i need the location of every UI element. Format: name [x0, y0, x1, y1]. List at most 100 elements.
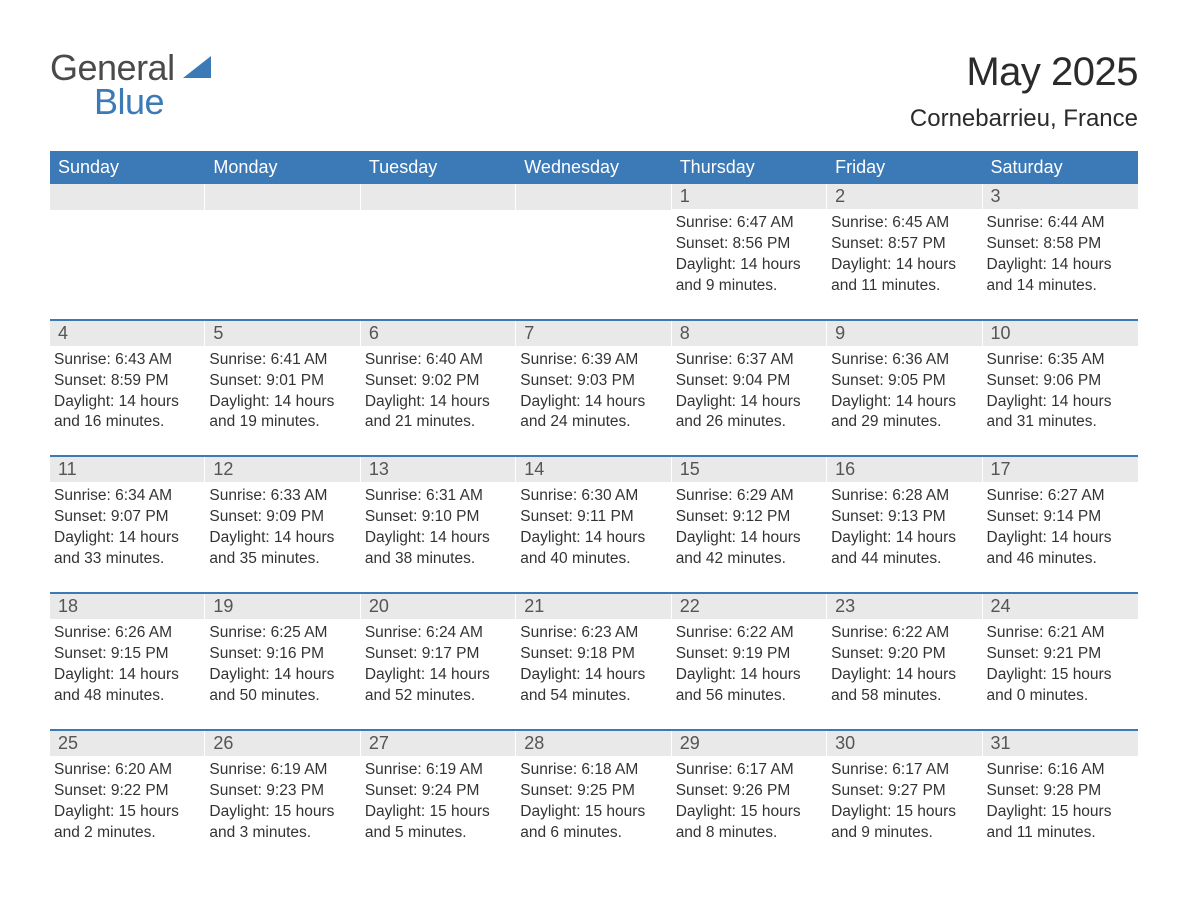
day-number — [50, 184, 205, 210]
day-cell: 27Sunrise: 6:19 AMSunset: 9:24 PMDayligh… — [361, 731, 516, 852]
day-cell — [361, 184, 516, 305]
sunrise-text: Sunrise: 6:19 AM — [209, 760, 354, 781]
dow-wednesday: Wednesday — [516, 151, 671, 184]
day-cell: 20Sunrise: 6:24 AMSunset: 9:17 PMDayligh… — [361, 594, 516, 715]
daylight-text: Daylight: 14 hours and 54 minutes. — [520, 665, 665, 707]
daylight-text: Daylight: 14 hours and 16 minutes. — [54, 392, 199, 434]
day-body: Sunrise: 6:17 AMSunset: 9:26 PMDaylight:… — [672, 756, 827, 844]
daylight-text: Daylight: 14 hours and 40 minutes. — [520, 528, 665, 570]
day-number: 20 — [361, 594, 516, 619]
daylight-text: Daylight: 14 hours and 31 minutes. — [987, 392, 1132, 434]
sunrise-text: Sunrise: 6:37 AM — [676, 350, 821, 371]
daylight-text: Daylight: 15 hours and 3 minutes. — [209, 802, 354, 844]
sunset-text: Sunset: 8:58 PM — [987, 234, 1132, 255]
sunset-text: Sunset: 9:14 PM — [987, 507, 1132, 528]
daylight-text: Daylight: 14 hours and 26 minutes. — [676, 392, 821, 434]
day-number: 16 — [827, 457, 982, 482]
sunrise-text: Sunrise: 6:24 AM — [365, 623, 510, 644]
day-body: Sunrise: 6:24 AMSunset: 9:17 PMDaylight:… — [361, 619, 516, 707]
day-cell: 18Sunrise: 6:26 AMSunset: 9:15 PMDayligh… — [50, 594, 205, 715]
day-cell: 1Sunrise: 6:47 AMSunset: 8:56 PMDaylight… — [672, 184, 827, 305]
day-cell: 16Sunrise: 6:28 AMSunset: 9:13 PMDayligh… — [827, 457, 982, 578]
sunset-text: Sunset: 9:23 PM — [209, 781, 354, 802]
sunrise-text: Sunrise: 6:22 AM — [676, 623, 821, 644]
day-body: Sunrise: 6:22 AMSunset: 9:19 PMDaylight:… — [672, 619, 827, 707]
daylight-text: Daylight: 14 hours and 58 minutes. — [831, 665, 976, 707]
day-body: Sunrise: 6:27 AMSunset: 9:14 PMDaylight:… — [983, 482, 1138, 570]
week-row: 18Sunrise: 6:26 AMSunset: 9:15 PMDayligh… — [50, 592, 1138, 715]
page: General Blue May 2025 Cornebarrieu, Fran… — [0, 0, 1188, 891]
day-number: 28 — [516, 731, 671, 756]
sunrise-text: Sunrise: 6:47 AM — [676, 213, 821, 234]
day-body: Sunrise: 6:30 AMSunset: 9:11 PMDaylight:… — [516, 482, 671, 570]
sunrise-text: Sunrise: 6:17 AM — [831, 760, 976, 781]
sunrise-text: Sunrise: 6:30 AM — [520, 486, 665, 507]
day-number: 17 — [983, 457, 1138, 482]
daylight-text: Daylight: 15 hours and 6 minutes. — [520, 802, 665, 844]
dow-thursday: Thursday — [672, 151, 827, 184]
day-cell — [50, 184, 205, 305]
sunset-text: Sunset: 9:16 PM — [209, 644, 354, 665]
day-cell: 23Sunrise: 6:22 AMSunset: 9:20 PMDayligh… — [827, 594, 982, 715]
day-number: 21 — [516, 594, 671, 619]
sunset-text: Sunset: 9:06 PM — [987, 371, 1132, 392]
day-number: 11 — [50, 457, 205, 482]
logo: General Blue — [50, 50, 211, 120]
day-number: 31 — [983, 731, 1138, 756]
sunset-text: Sunset: 9:04 PM — [676, 371, 821, 392]
calendar: Sunday Monday Tuesday Wednesday Thursday… — [50, 151, 1138, 851]
day-cell: 13Sunrise: 6:31 AMSunset: 9:10 PMDayligh… — [361, 457, 516, 578]
sunset-text: Sunset: 9:13 PM — [831, 507, 976, 528]
daylight-text: Daylight: 14 hours and 38 minutes. — [365, 528, 510, 570]
day-number: 12 — [205, 457, 360, 482]
day-number: 29 — [672, 731, 827, 756]
day-body: Sunrise: 6:43 AMSunset: 8:59 PMDaylight:… — [50, 346, 205, 434]
sunrise-text: Sunrise: 6:19 AM — [365, 760, 510, 781]
header: General Blue May 2025 Cornebarrieu, Fran… — [50, 50, 1138, 133]
day-cell: 14Sunrise: 6:30 AMSunset: 9:11 PMDayligh… — [516, 457, 671, 578]
day-body: Sunrise: 6:20 AMSunset: 9:22 PMDaylight:… — [50, 756, 205, 844]
day-number: 30 — [827, 731, 982, 756]
daylight-text: Daylight: 14 hours and 33 minutes. — [54, 528, 199, 570]
daylight-text: Daylight: 15 hours and 2 minutes. — [54, 802, 199, 844]
daylight-text: Daylight: 15 hours and 11 minutes. — [987, 802, 1132, 844]
day-number — [516, 184, 671, 210]
day-cell: 9Sunrise: 6:36 AMSunset: 9:05 PMDaylight… — [827, 321, 982, 442]
sunrise-text: Sunrise: 6:34 AM — [54, 486, 199, 507]
day-cell: 31Sunrise: 6:16 AMSunset: 9:28 PMDayligh… — [983, 731, 1138, 852]
day-body: Sunrise: 6:17 AMSunset: 9:27 PMDaylight:… — [827, 756, 982, 844]
daylight-text: Daylight: 15 hours and 5 minutes. — [365, 802, 510, 844]
day-body: Sunrise: 6:41 AMSunset: 9:01 PMDaylight:… — [205, 346, 360, 434]
sunset-text: Sunset: 8:59 PM — [54, 371, 199, 392]
day-number: 9 — [827, 321, 982, 346]
sunrise-text: Sunrise: 6:25 AM — [209, 623, 354, 644]
sunrise-text: Sunrise: 6:43 AM — [54, 350, 199, 371]
day-cell: 12Sunrise: 6:33 AMSunset: 9:09 PMDayligh… — [205, 457, 360, 578]
sunrise-text: Sunrise: 6:20 AM — [54, 760, 199, 781]
daylight-text: Daylight: 14 hours and 44 minutes. — [831, 528, 976, 570]
daylight-text: Daylight: 14 hours and 19 minutes. — [209, 392, 354, 434]
day-body: Sunrise: 6:40 AMSunset: 9:02 PMDaylight:… — [361, 346, 516, 434]
daylight-text: Daylight: 14 hours and 21 minutes. — [365, 392, 510, 434]
day-of-week-header: Sunday Monday Tuesday Wednesday Thursday… — [50, 151, 1138, 184]
daylight-text: Daylight: 14 hours and 35 minutes. — [209, 528, 354, 570]
week-row: 4Sunrise: 6:43 AMSunset: 8:59 PMDaylight… — [50, 319, 1138, 442]
sunset-text: Sunset: 9:09 PM — [209, 507, 354, 528]
sunrise-text: Sunrise: 6:35 AM — [987, 350, 1132, 371]
daylight-text: Daylight: 15 hours and 9 minutes. — [831, 802, 976, 844]
daylight-text: Daylight: 14 hours and 52 minutes. — [365, 665, 510, 707]
week-row: 11Sunrise: 6:34 AMSunset: 9:07 PMDayligh… — [50, 455, 1138, 578]
day-number — [205, 184, 360, 210]
page-title: May 2025 — [910, 50, 1138, 95]
page-subtitle: Cornebarrieu, France — [910, 105, 1138, 133]
daylight-text: Daylight: 14 hours and 9 minutes. — [676, 255, 821, 297]
day-cell: 25Sunrise: 6:20 AMSunset: 9:22 PMDayligh… — [50, 731, 205, 852]
daylight-text: Daylight: 15 hours and 0 minutes. — [987, 665, 1132, 707]
sunrise-text: Sunrise: 6:27 AM — [987, 486, 1132, 507]
day-number: 8 — [672, 321, 827, 346]
sunset-text: Sunset: 9:18 PM — [520, 644, 665, 665]
day-cell — [516, 184, 671, 305]
dow-saturday: Saturday — [983, 151, 1138, 184]
sunset-text: Sunset: 9:05 PM — [831, 371, 976, 392]
day-body: Sunrise: 6:36 AMSunset: 9:05 PMDaylight:… — [827, 346, 982, 434]
